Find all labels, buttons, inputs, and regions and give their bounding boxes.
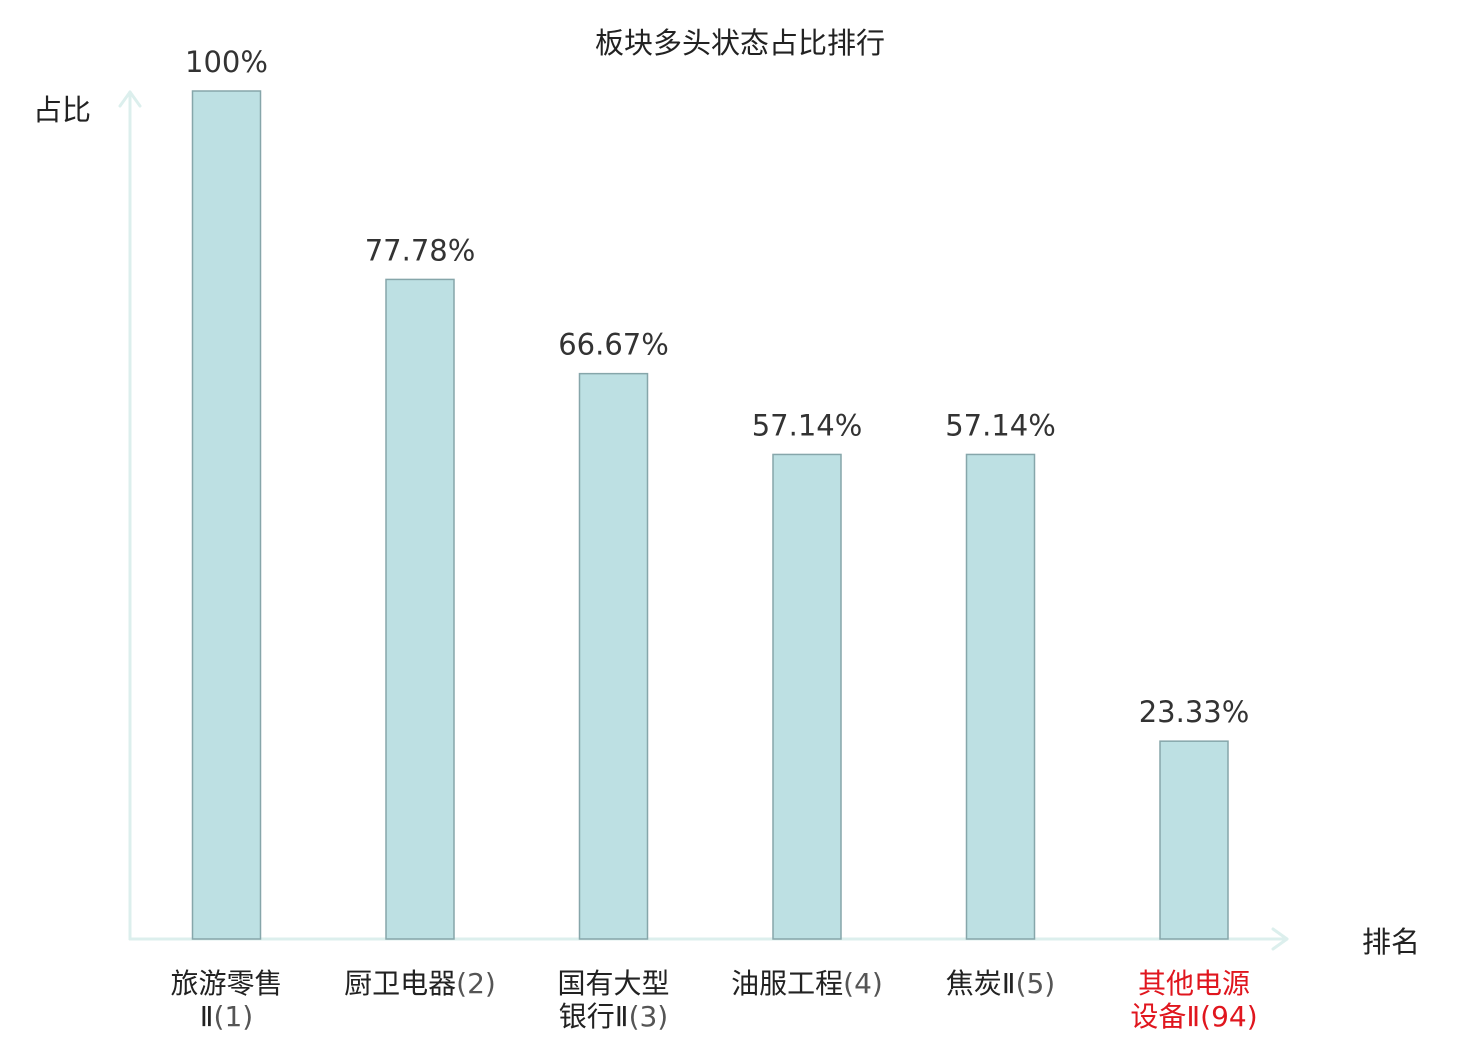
category-label-line: Ⅱ (200, 1000, 214, 1033)
category-label-5: 焦炭Ⅱ(5) (946, 967, 1055, 1000)
category-label-4: 油服工程(4) (731, 967, 883, 1000)
bars-group (191, 90, 1229, 940)
category-label-line: 其他电源 (1138, 967, 1250, 1000)
category-label-line: 焦炭Ⅱ (946, 967, 1016, 1000)
category-rank: (1) (214, 1000, 254, 1033)
category-label-line: 设备Ⅱ (1130, 1000, 1200, 1033)
category-label-line: 油服工程 (731, 967, 843, 1000)
category-label-line: 厨卫电器 (344, 967, 456, 1000)
x-axis-title: 排名 (1362, 925, 1420, 959)
category-label-6: 其他电源设备Ⅱ(94) (1130, 967, 1257, 1033)
x-axis-arrow-icon (1271, 927, 1289, 951)
chart-title: 板块多头状态占比排行 (595, 26, 885, 60)
category-label-2: 厨卫电器(2) (344, 967, 496, 1000)
bar-6 (1159, 740, 1229, 940)
bar-value-label-4: 57.14% (752, 408, 863, 442)
axes (118, 90, 1289, 951)
bar-value-label-6: 23.33% (1139, 695, 1250, 729)
category-rank: (94) (1200, 1000, 1257, 1033)
bar-value-label-1: 100% (185, 45, 268, 79)
bar-value-label-2: 77.78% (365, 233, 476, 267)
category-rank: (5) (1016, 967, 1056, 1000)
bar-2 (385, 278, 455, 940)
category-rank: (2) (456, 967, 496, 1000)
category-rank: (3) (629, 1000, 669, 1033)
bar-3 (578, 372, 649, 940)
bar-value-label-5: 57.14% (945, 408, 1056, 442)
category-rank: (4) (843, 967, 883, 1000)
bar-value-label-3: 66.67% (558, 328, 669, 362)
bar-1 (191, 90, 262, 940)
bar-4 (772, 453, 842, 940)
category-label-1: 旅游零售 Ⅱ(1) (170, 967, 282, 1033)
category-label-line: 旅游零售 (170, 967, 282, 1000)
value-labels-group: 100% 77.78% 66.67% 57.14% 57.14% 23.33% (185, 45, 1249, 729)
y-axis-arrow-icon (118, 90, 142, 108)
bar-5 (965, 453, 1036, 940)
category-label-line: 银行Ⅱ (559, 1000, 629, 1033)
category-label-3: 国有大型银行Ⅱ(3) (557, 967, 669, 1033)
y-axis-title: 占比 (33, 93, 91, 127)
category-label-line: 国有大型 (557, 967, 669, 1000)
category-labels-group: 旅游零售 Ⅱ(1) 厨卫电器(2) 国有大型银行Ⅱ(3) 油服工程(4) 焦炭Ⅱ(5) 其他… (170, 967, 1257, 1033)
